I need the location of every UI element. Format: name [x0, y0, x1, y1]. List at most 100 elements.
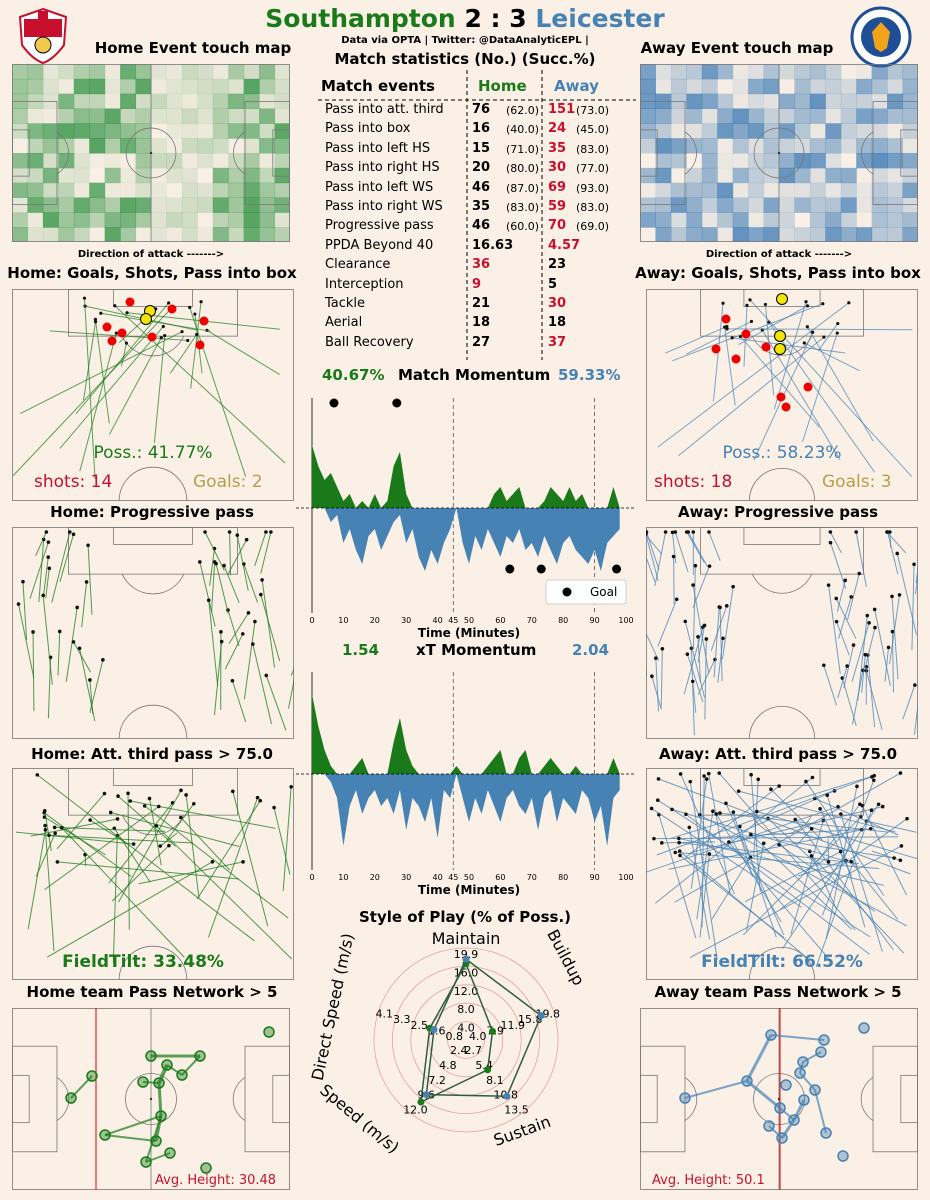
pass-line	[717, 638, 724, 683]
heat-cell	[887, 227, 904, 242]
heat-cell	[840, 197, 857, 213]
heat-cell	[779, 227, 795, 242]
left-penalty-box	[640, 1045, 686, 1153]
pass-line	[144, 805, 289, 919]
x-tick-label: 50	[464, 616, 474, 625]
stats-title: Match statistics (No.) (Succ.%)	[334, 50, 596, 68]
heat-cell	[887, 167, 904, 184]
stat-event-label: Pass into right WS	[325, 198, 443, 214]
southampton-crest	[18, 7, 68, 65]
heat-cell	[887, 138, 904, 154]
heat-cell	[732, 64, 749, 80]
heat-cell	[89, 182, 106, 198]
pass-line	[690, 648, 695, 736]
player-node	[145, 1050, 157, 1062]
pass-line	[840, 813, 883, 952]
stat-event-label: Interception	[325, 276, 404, 292]
heat-cell	[274, 182, 290, 198]
shot-marker	[803, 382, 813, 392]
radar-axis-label: Direct Speed (m/s)	[308, 932, 358, 1083]
momentum-legend: Goal	[545, 579, 627, 605]
radar-point	[537, 1012, 545, 1020]
pass-end-dot	[677, 836, 681, 841]
heat-cell	[135, 93, 152, 109]
heat-cell	[717, 79, 733, 94]
pass-into-box-line	[83, 298, 96, 479]
pass-line	[43, 812, 132, 878]
heat-cell	[42, 64, 59, 80]
pass-line	[231, 680, 247, 723]
heat-cell	[151, 64, 167, 80]
stats-row: Pass into right HS 20 (80.0) 30 (77.0)	[318, 158, 636, 177]
radar-tick: 2.4	[450, 1044, 468, 1057]
heat-cell	[212, 123, 229, 139]
goal-dot	[612, 564, 622, 574]
heat-cell	[717, 93, 734, 109]
pass-line	[18, 603, 35, 679]
heat-cell	[686, 182, 703, 198]
pass-end-dot	[717, 605, 722, 609]
heat-cell	[89, 123, 106, 139]
heat-cell	[58, 182, 75, 198]
heat-cell	[809, 227, 826, 242]
centre-circle-arc	[118, 704, 188, 739]
heat-cell	[243, 123, 260, 139]
heat-cell	[181, 153, 198, 169]
pass-line	[780, 818, 908, 910]
player-node	[797, 1056, 809, 1068]
pass-end-dot	[654, 656, 658, 660]
heat-cell	[871, 212, 888, 228]
heat-cell	[763, 123, 780, 139]
pass-end-dot	[222, 563, 226, 568]
radar-point	[462, 955, 470, 963]
momentum-home-pct: 40.67%	[322, 366, 385, 384]
player-node	[798, 1094, 810, 1106]
player-node	[200, 1162, 212, 1174]
right-penalty-box	[872, 1045, 918, 1153]
heat-cell	[136, 227, 152, 242]
pass-end-dot	[47, 566, 52, 571]
heat-cell	[763, 182, 780, 198]
heat-cell	[89, 138, 106, 154]
heat-cell	[825, 197, 842, 213]
momentum-header: 40.67% Match Momentum 59.33%	[300, 366, 630, 386]
pass-end-dot	[763, 302, 768, 307]
pass-end-dot	[696, 634, 700, 639]
pass-end-dot	[857, 571, 862, 576]
pass-line	[27, 829, 46, 930]
pass-line	[687, 531, 709, 568]
heat-cell	[825, 227, 842, 242]
home-direction-label: Direction of attack ------->	[77, 249, 225, 260]
pass-end-dot	[178, 815, 183, 820]
heat-cell	[197, 123, 214, 139]
heat-cell	[686, 64, 703, 80]
heat-cell	[809, 93, 826, 109]
heat-cell	[197, 108, 214, 124]
pass-end-dot	[804, 300, 808, 304]
pass-end-dot	[890, 594, 894, 599]
stat-home-value: 76	[472, 102, 491, 117]
home-momentum-area	[312, 694, 620, 774]
heat-cell	[779, 167, 795, 184]
centre-circle-arc	[118, 466, 188, 501]
heat-cell	[809, 108, 826, 124]
radar-tick: 4.0	[457, 1022, 475, 1035]
pass-line	[914, 700, 918, 735]
pass-line	[261, 579, 276, 668]
heat-cell	[686, 93, 703, 109]
heat-cell	[779, 197, 795, 213]
radar-tick: 19.9	[454, 948, 479, 961]
heat-cell	[259, 167, 276, 184]
right-six-yard-box	[900, 129, 918, 177]
pass-line	[841, 677, 857, 726]
pass-end-dot	[244, 537, 249, 542]
pass-end-dot	[231, 789, 235, 794]
heat-cell	[228, 167, 245, 184]
pass-end-dot	[167, 301, 171, 305]
x-tick-label: 60	[495, 616, 505, 625]
pass-end-dot	[849, 859, 854, 864]
heat-cell	[42, 108, 59, 124]
heat-cell	[655, 123, 672, 139]
heat-cell	[856, 168, 872, 183]
pass-line	[837, 665, 848, 699]
